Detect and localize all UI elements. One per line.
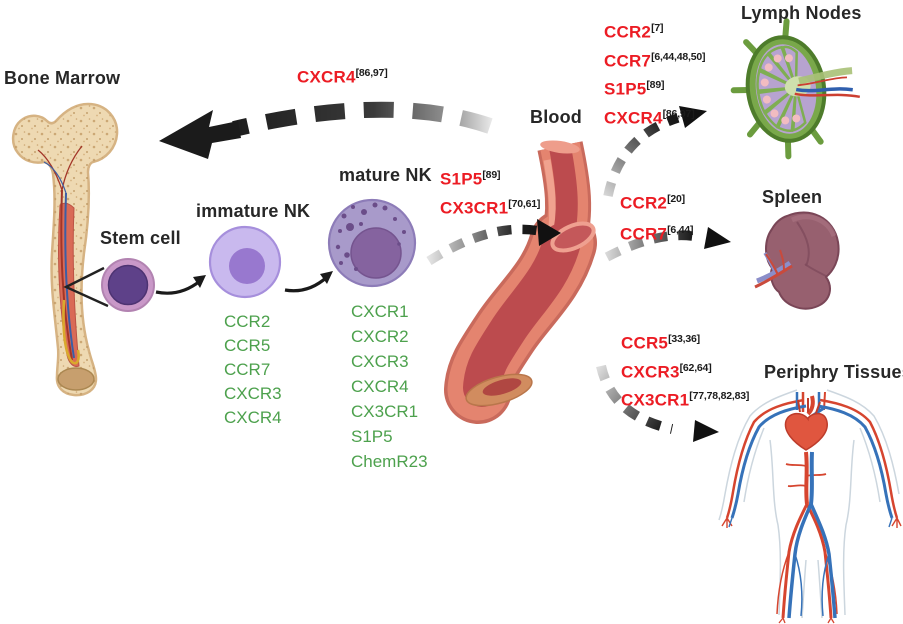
vessel-opening-rim [550,221,596,253]
heart-vessels [797,398,821,414]
receptor-item: CXCR4 [351,377,409,396]
spleen-artery-branch [779,249,785,271]
spleen-artery-branch [765,253,780,276]
mature-nk-cell-illustration [327,198,417,288]
spleen-body [765,211,840,310]
receptor-item: CXCR4 [224,408,282,427]
marrow-vein [64,192,75,359]
bone-illustration [11,102,119,397]
receptor-entry: CCR2[20] [620,193,685,213]
heart [784,412,828,451]
receptors-to-lymph-nodes: CCR2[7] CCR7[6,44,48,50] S1P5[89] CXCR4[86,… [604,16,706,131]
spleen-illustration [754,211,840,310]
receptor-entry: CX3CR1[77,78,82,83] [621,390,750,410]
spleen-vein [756,260,792,284]
stem-cell-pointer-lines [63,266,109,308]
periphery-body-illustration [718,389,902,624]
receptors-bone-marrow-homing: CXCR4[86,97] [297,61,388,90]
receptor-entry: CX3CR1[70,61] [440,197,541,218]
dashed-arrow-to-spleen [604,227,731,262]
immature-nk-nucleus [229,248,265,284]
lymph-nodes-label: Lymph Nodes [741,3,862,23]
receptors-to-spleen: CCR2[20] CCR7[6,44] [620,186,694,247]
spleen-artery [754,264,793,289]
receptor-item: CXCR3 [351,352,409,371]
receptor-entry: CCR5[33,36] [621,333,700,353]
receptor-item: S1P5 [351,427,393,446]
dashed-arrow-to-lymph-nodes [603,106,707,198]
receptors-to-periphery: CCR5[33,36] CXCR3[62,64] CX3CR1[77,78,82,8… [621,327,749,413]
arrowhead [537,219,561,246]
differentiation-arrow-immature-to-mature [284,271,333,293]
mature-nk-granules [335,202,406,271]
arrowhead [693,420,719,442]
receptor-entry: CXCR3[62,64] [621,361,712,382]
receptor-item: CXCR1 [351,302,409,321]
receptor-entry: CCR2[7] [604,22,664,42]
body-arteries [721,391,902,624]
body-veins [728,392,894,619]
receptor-item: ChemR23 [351,452,428,471]
lymph-node-illustration [730,18,861,160]
periphery-label: Periphry Tissues [764,362,903,382]
dashed-arrow-to-bone-marrow [159,101,493,159]
blood-label: Blood [530,107,582,127]
lymph-node-follicles [760,54,801,125]
spleen-crease [804,263,827,277]
spleen-crease [796,221,810,267]
receptor-item: CCR2 [224,312,271,331]
receptor-entry: CXCR4[86,97] [297,67,388,87]
capillary [43,161,67,194]
receptor-item: CX3CR1 [351,402,419,421]
mature-nk-label: mature NK [339,165,432,185]
receptor-item: CXCR2 [351,327,409,346]
receptor-entry: S1P5[89] [440,169,501,189]
arrowhead [159,110,241,159]
vessel-top-cut [540,140,580,154]
receptor-entry: CXCR4[86,97] [604,107,695,128]
immature-nk-cell-illustration [208,225,282,299]
marrow-yellow-vessel [62,299,80,365]
arrowhead [704,227,731,249]
mature-nk-receptor-list: CXCR1 CXCR2 CXCR3 CXCR4 CX3CR1 S1P5 ChemR23 [351,299,428,474]
efferent-lymph-vessel [798,67,853,85]
bone-cut-end [57,367,95,391]
lymph-node-artery [794,92,861,99]
spleen-highlight [790,214,837,238]
receptor-entry: CCR7[6,44] [620,223,694,244]
stem-cell-label: Stem cell [100,228,181,248]
stem-cell-nucleus [107,264,149,306]
marrow-artery [60,189,73,361]
stem-cell-illustration [101,258,155,312]
blood-vessel-illustration [444,140,597,424]
receptor-item: CCR5 [224,336,271,355]
immature-nk-receptor-list: CCR2 CCR5 CCR7 CXCR3 CXCR4 [224,310,282,430]
vessel-lumen [463,223,581,407]
lymph-node-vein [795,87,853,93]
receptors-blood-egress: S1P5[89] CX3CR1[70,61] [440,163,540,220]
receptor-entry: CCR7[6,44,48,50] [604,50,706,71]
mature-nk-nucleus [350,227,402,279]
arrowhead [679,106,707,128]
capillary [37,149,63,191]
receptor-item: CCR7 [224,360,271,379]
lymph-node-artery [797,76,847,87]
dashed-arrow-to-blood [426,219,561,266]
differentiation-arrow-stem-to-immature [155,275,206,295]
receptor-entry: S1P5[89] [604,79,665,99]
spleen-label: Spleen [762,187,823,207]
immature-nk-label: immature NK [196,201,311,221]
dashed-arrow-to-periphery [596,364,719,442]
bone-marrow-label: Bone Marrow [4,68,121,88]
receptor-item: CXCR3 [224,384,282,403]
